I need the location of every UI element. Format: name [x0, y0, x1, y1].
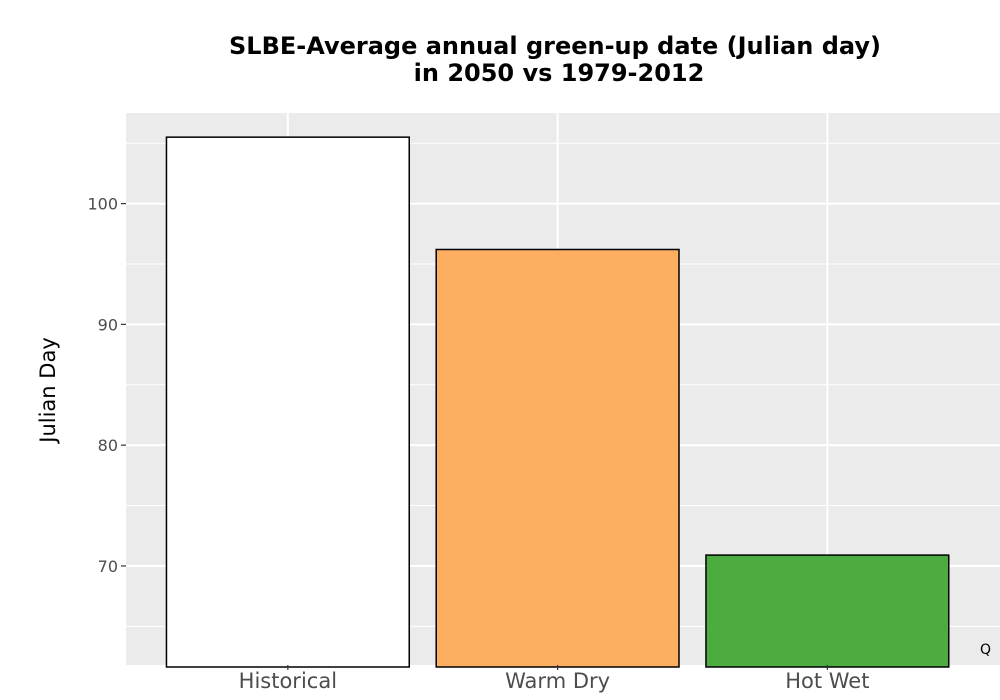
x-axis: Historical Warm Dry Hot Wet	[239, 665, 869, 693]
chart-title: SLBE-Average annual green-up date (Julia…	[229, 32, 881, 60]
bars	[165, 136, 950, 668]
bar-historical	[165, 136, 410, 668]
x-tick-label: Historical	[239, 669, 337, 693]
bar-hot-wet	[705, 554, 950, 668]
y-tick-label: 70	[98, 557, 118, 576]
y-axis: 70 80 90 100	[87, 195, 126, 576]
y-axis-title: Julian Day	[36, 337, 60, 445]
corner-mark: Q	[980, 642, 991, 658]
y-tick-label: 100	[87, 195, 118, 214]
x-tick-label: Warm Dry	[505, 669, 610, 693]
chart-subtitle: in 2050 vs 1979-2012	[414, 59, 705, 87]
y-tick-label: 80	[98, 436, 118, 455]
x-tick-label: Hot Wet	[785, 669, 869, 693]
bar-warm-dry	[435, 248, 680, 668]
y-tick-label: 90	[98, 315, 118, 334]
